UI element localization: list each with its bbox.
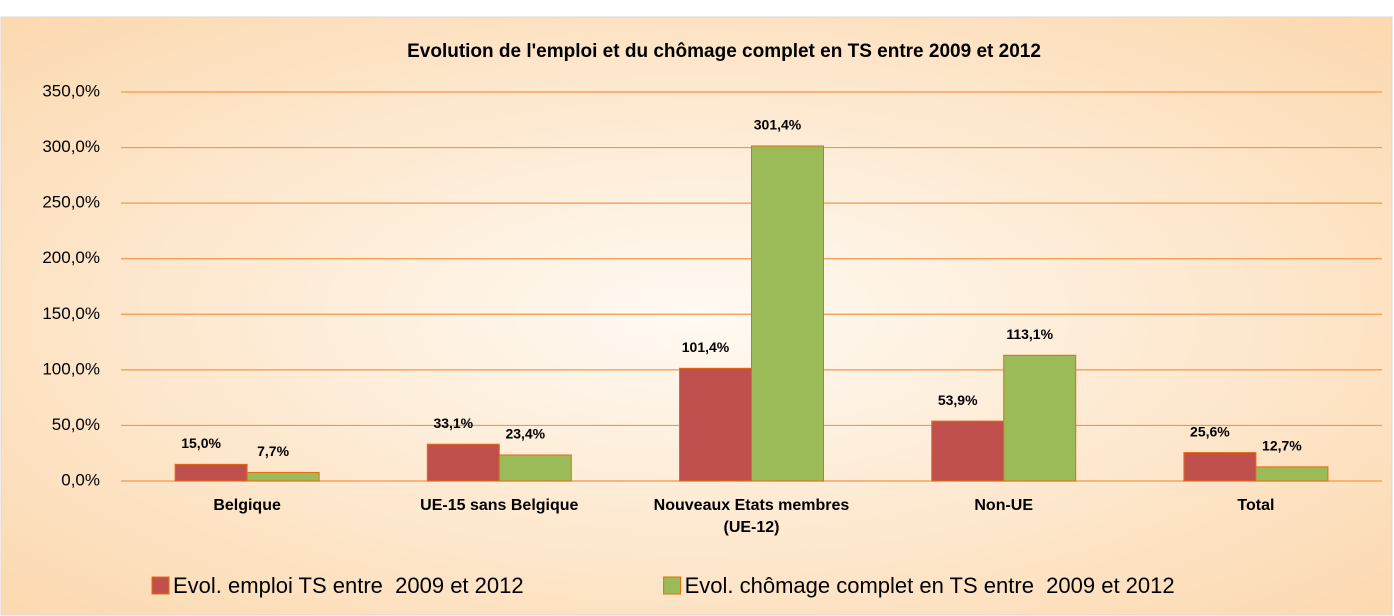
value-label: 113,1% [1006, 326, 1053, 342]
x-tick-label: UE-15 sans Belgique [420, 497, 579, 514]
x-tick-label-box: UE-15 sans Belgique [420, 497, 579, 514]
legend-label: Evol. emploi TS entre 2009 et 2012 [173, 573, 524, 598]
x-tick-label: Nouveaux Etats membres (UE-12) [653, 497, 850, 536]
chart-background [0, 16, 1393, 616]
x-tick-label-box: Belgique [213, 497, 281, 514]
bar [931, 420, 1005, 482]
bar [246, 471, 320, 482]
bar [679, 367, 752, 482]
x-tick-label-box: Non-UE [974, 497, 1034, 514]
x-tick-label: Belgique [213, 497, 281, 514]
value-label: 15,0% [181, 435, 221, 451]
bar [1003, 354, 1077, 482]
y-tick-label: 250,0% [42, 193, 100, 212]
x-tick-label: Non-UE [974, 497, 1034, 514]
value-label: 33,1% [433, 415, 473, 431]
legend-label: Evol. chômage complet en TS entre 2009 e… [685, 573, 1175, 598]
value-label: 12,7% [1262, 438, 1302, 454]
x-tick-label-box: Total [1237, 497, 1275, 514]
value-label: 101,4% [682, 339, 730, 355]
value-label: 25,6% [1190, 423, 1230, 439]
x-tick-label-box: Nouveaux Etats membres (UE-12) [653, 497, 850, 536]
bar [498, 454, 572, 482]
value-label: 23,4% [505, 426, 545, 442]
y-tick-label: 0,0% [61, 470, 100, 489]
value-label: 53,9% [938, 392, 978, 408]
bar [1255, 466, 1329, 482]
bar [426, 443, 500, 482]
legend-swatch [663, 576, 682, 595]
y-tick-label: 350,0% [42, 81, 100, 100]
y-tick-label: 50,0% [52, 415, 100, 434]
chart-title: Evolution de l'emploi et du chômage comp… [407, 41, 1041, 62]
bar [751, 145, 824, 482]
y-tick-label: 300,0% [42, 137, 100, 156]
legend-swatch [151, 576, 170, 595]
value-label: 7,7% [257, 443, 289, 459]
y-tick-label: 100,0% [42, 359, 100, 378]
y-tick-label: 150,0% [42, 304, 100, 323]
value-label: 301,4% [754, 117, 802, 133]
y-tick-label: 200,0% [42, 248, 100, 267]
x-tick-label: Total [1237, 497, 1275, 514]
bar [174, 463, 248, 482]
bar [1183, 452, 1257, 482]
